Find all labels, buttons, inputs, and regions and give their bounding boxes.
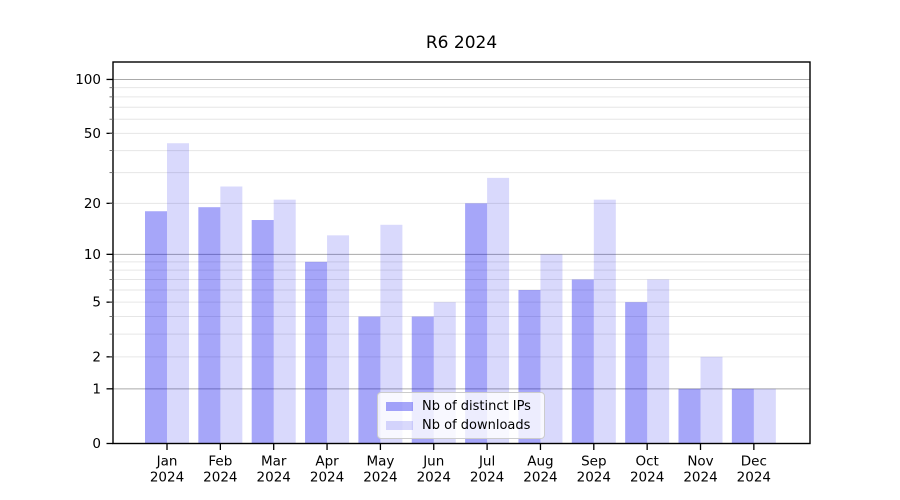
x-tick-label-year: 2024 xyxy=(310,470,344,486)
x-tick-label-month: Jan xyxy=(156,454,178,470)
x-tick-label-year: 2024 xyxy=(523,470,557,486)
y-tick-label: 50 xyxy=(84,126,101,142)
bar-downloads-jan xyxy=(167,143,189,444)
y-tick-label: 20 xyxy=(84,196,101,212)
bar-distinct-ips-feb xyxy=(198,207,221,444)
y-tick-label: 10 xyxy=(84,247,101,263)
legend-swatch-downloads xyxy=(386,420,413,430)
bar-distinct-ips-jul xyxy=(465,203,488,444)
x-tick-label-month: Dec xyxy=(741,454,767,470)
bar-distinct-ips-dec xyxy=(731,388,754,444)
bar-downloads-jul xyxy=(487,177,510,444)
bar-downloads-mar xyxy=(273,199,296,444)
bar-downloads-oct xyxy=(647,279,670,444)
bar-distinct-ips-mar xyxy=(251,220,274,444)
bar-downloads-apr xyxy=(327,235,350,444)
x-tick-label-month: Aug xyxy=(527,454,553,470)
x-tick-label-year: 2024 xyxy=(737,470,771,486)
x-tick-label-month: Sep xyxy=(581,454,606,470)
x-tick-label-month: Feb xyxy=(208,454,232,470)
x-tick-label-month: Jul xyxy=(478,454,495,470)
bar-distinct-ips-may xyxy=(358,316,381,444)
bar-downloads-may xyxy=(380,224,403,444)
bar-distinct-ips-apr xyxy=(305,261,328,444)
x-tick-label-month: Apr xyxy=(315,454,339,470)
y-tick-label: 5 xyxy=(92,295,101,311)
x-tick-label-year: 2024 xyxy=(470,470,504,486)
x-tick-label-year: 2024 xyxy=(150,470,184,486)
bar-downloads-dec xyxy=(753,388,776,444)
legend-item: Nb of downloads xyxy=(386,416,536,434)
legend-item: Nb of distinct IPs xyxy=(386,397,536,415)
y-tick-label: 100 xyxy=(75,72,101,88)
x-tick-label-month: Oct xyxy=(635,454,658,470)
x-tick-label-month: Nov xyxy=(687,454,713,470)
x-tick-label-year: 2024 xyxy=(257,470,291,486)
bar-downloads-nov xyxy=(700,356,723,444)
x-tick-label-month: Jun xyxy=(422,454,444,470)
x-tick-label-year: 2024 xyxy=(577,470,611,486)
legend-label: Nb of distinct IPs xyxy=(422,398,531,414)
bar-distinct-ips-oct xyxy=(625,302,648,444)
x-tick-label-year: 2024 xyxy=(630,470,664,486)
x-tick-label-year: 2024 xyxy=(683,470,717,486)
x-tick-label-year: 2024 xyxy=(417,470,451,486)
legend-label: Nb of downloads xyxy=(422,417,531,433)
y-tick-label: 2 xyxy=(92,349,101,365)
x-tick-label-month: May xyxy=(366,454,394,470)
legend-swatch-distinct-ips xyxy=(386,401,413,411)
bar-downloads-aug xyxy=(540,254,563,444)
y-tick-label: 1 xyxy=(92,381,101,397)
legend: Nb of distinct IPs Nb of downloads xyxy=(377,392,545,439)
x-tick-label-month: Mar xyxy=(261,454,287,470)
bar-downloads-feb xyxy=(220,186,243,444)
bar-distinct-ips-nov xyxy=(678,388,701,444)
bar-distinct-ips-jan xyxy=(145,211,167,444)
bar-downloads-sep xyxy=(593,199,616,444)
x-tick-label-year: 2024 xyxy=(203,470,237,486)
chart-title: R6 2024 xyxy=(425,33,498,53)
y-tick-label: 0 xyxy=(92,436,101,452)
plot-border xyxy=(112,61,811,445)
x-tick-label-year: 2024 xyxy=(363,470,397,486)
bar-distinct-ips-sep xyxy=(571,279,594,444)
